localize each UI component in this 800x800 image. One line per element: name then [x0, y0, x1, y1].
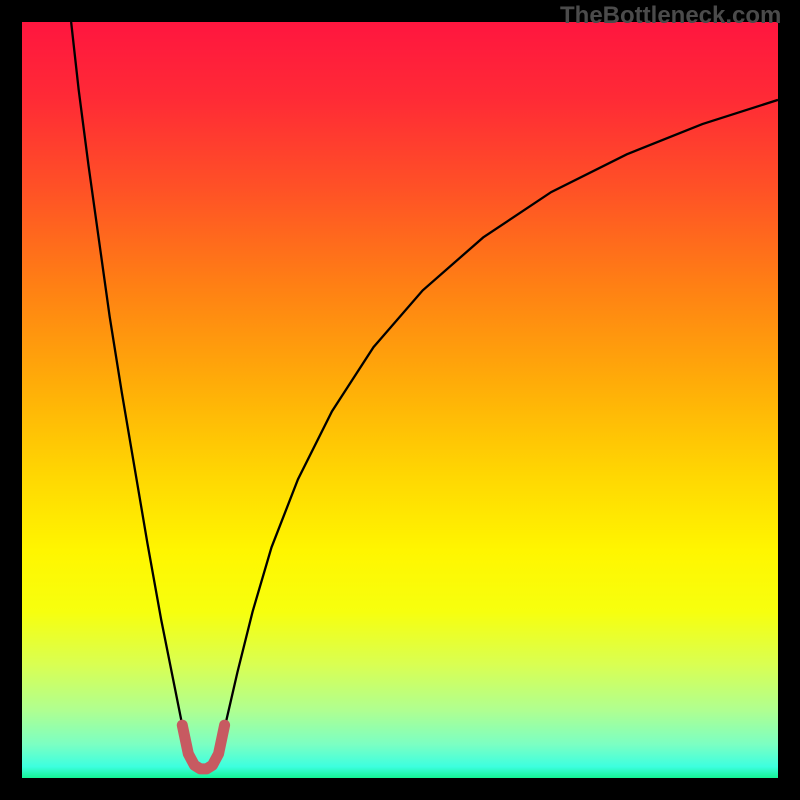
bottleneck-curve-right	[219, 100, 778, 752]
curves-layer	[22, 22, 778, 778]
plot-area	[22, 22, 778, 778]
valley-marker	[182, 725, 224, 769]
bottleneck-curve-left	[71, 22, 188, 752]
watermark-text: TheBottleneck.com	[560, 2, 781, 30]
